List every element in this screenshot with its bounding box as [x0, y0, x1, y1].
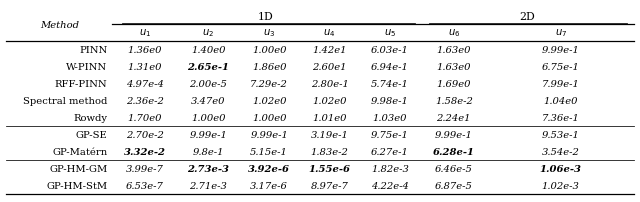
Text: 7.99e-1: 7.99e-1 — [541, 80, 580, 89]
Text: $u_5$: $u_5$ — [384, 27, 396, 39]
Text: 4.97e-4: 4.97e-4 — [126, 80, 164, 89]
Text: 6.46e-5: 6.46e-5 — [435, 164, 473, 173]
Text: 2D: 2D — [519, 12, 534, 21]
Text: 8.97e-7: 8.97e-7 — [310, 181, 349, 190]
Text: GP-SE: GP-SE — [76, 130, 108, 139]
Text: GP-Matérn: GP-Matérn — [52, 147, 108, 156]
Text: RFF-PINN: RFF-PINN — [55, 80, 108, 89]
Text: 1.86e0: 1.86e0 — [252, 63, 286, 72]
Text: 4.22e-4: 4.22e-4 — [371, 181, 409, 190]
Text: 9.8e-1: 9.8e-1 — [193, 147, 224, 156]
Text: 1.00e0: 1.00e0 — [252, 113, 286, 122]
Text: 1.36e0: 1.36e0 — [128, 46, 162, 55]
Text: 9.99e-1: 9.99e-1 — [541, 46, 580, 55]
Text: 9.99e-1: 9.99e-1 — [189, 130, 227, 139]
Text: 1.04e0: 1.04e0 — [543, 97, 578, 105]
Text: 9.75e-1: 9.75e-1 — [371, 130, 409, 139]
Text: Method: Method — [40, 20, 79, 29]
Text: 1.70e0: 1.70e0 — [128, 113, 162, 122]
Text: $u_7$: $u_7$ — [554, 27, 567, 39]
Text: $u_4$: $u_4$ — [323, 27, 336, 39]
Text: 3.99e-7: 3.99e-7 — [126, 164, 164, 173]
Text: 3.92e-6: 3.92e-6 — [248, 164, 290, 173]
Text: 1.02e-3: 1.02e-3 — [541, 181, 580, 190]
Text: $u_3$: $u_3$ — [263, 27, 275, 39]
Text: 2.70e-2: 2.70e-2 — [126, 130, 164, 139]
Text: $u_6$: $u_6$ — [447, 27, 460, 39]
Text: 1.55e-6: 1.55e-6 — [308, 164, 351, 173]
Text: 9.99e-1: 9.99e-1 — [435, 130, 473, 139]
Text: 3.19e-1: 3.19e-1 — [310, 130, 349, 139]
Text: 1.06e-3: 1.06e-3 — [540, 164, 582, 173]
Text: 6.87e-5: 6.87e-5 — [435, 181, 473, 190]
Text: 1.31e0: 1.31e0 — [128, 63, 162, 72]
Text: 1.69e0: 1.69e0 — [436, 80, 471, 89]
Text: 1.40e0: 1.40e0 — [191, 46, 225, 55]
Text: 2.24e1: 2.24e1 — [436, 113, 471, 122]
Text: 1.63e0: 1.63e0 — [436, 63, 471, 72]
Text: 1.63e0: 1.63e0 — [436, 46, 471, 55]
Text: GP-HM-GM: GP-HM-GM — [49, 164, 108, 173]
Text: 1.58e-2: 1.58e-2 — [435, 97, 473, 105]
Text: Rowdy: Rowdy — [74, 113, 108, 122]
Text: 5.15e-1: 5.15e-1 — [250, 147, 288, 156]
Text: 1.00e0: 1.00e0 — [252, 46, 286, 55]
Text: 3.17e-6: 3.17e-6 — [250, 181, 288, 190]
Text: 3.54e-2: 3.54e-2 — [541, 147, 580, 156]
Text: 3.32e-2: 3.32e-2 — [124, 147, 166, 156]
Text: $u_2$: $u_2$ — [202, 27, 214, 39]
Text: 5.74e-1: 5.74e-1 — [371, 80, 409, 89]
Text: 9.98e-1: 9.98e-1 — [371, 97, 409, 105]
Text: 2.36e-2: 2.36e-2 — [126, 97, 164, 105]
Text: 2.73e-3: 2.73e-3 — [188, 164, 229, 173]
Text: 2.60e1: 2.60e1 — [312, 63, 347, 72]
Text: 6.03e-1: 6.03e-1 — [371, 46, 409, 55]
Text: 2.65e-1: 2.65e-1 — [188, 63, 229, 72]
Text: $u_1$: $u_1$ — [139, 27, 151, 39]
Text: 3.47e0: 3.47e0 — [191, 97, 225, 105]
Text: 1.03e0: 1.03e0 — [372, 113, 407, 122]
Text: W-PINN: W-PINN — [67, 63, 108, 72]
Text: 6.27e-1: 6.27e-1 — [371, 147, 409, 156]
Text: 7.29e-2: 7.29e-2 — [250, 80, 288, 89]
Text: 9.53e-1: 9.53e-1 — [541, 130, 580, 139]
Text: 1.82e-3: 1.82e-3 — [371, 164, 409, 173]
Text: 1.02e0: 1.02e0 — [252, 97, 286, 105]
Text: 1.01e0: 1.01e0 — [312, 113, 347, 122]
Text: 2.71e-3: 2.71e-3 — [189, 181, 227, 190]
Text: Spectral method: Spectral method — [23, 97, 108, 105]
Text: 6.75e-1: 6.75e-1 — [541, 63, 580, 72]
Text: 1.02e0: 1.02e0 — [312, 97, 347, 105]
Text: 2.00e-5: 2.00e-5 — [189, 80, 227, 89]
Text: 9.99e-1: 9.99e-1 — [250, 130, 288, 139]
Text: 7.36e-1: 7.36e-1 — [541, 113, 580, 122]
Text: 6.94e-1: 6.94e-1 — [371, 63, 409, 72]
Text: 6.28e-1: 6.28e-1 — [433, 147, 475, 156]
Text: 1.00e0: 1.00e0 — [191, 113, 225, 122]
Text: 6.53e-7: 6.53e-7 — [126, 181, 164, 190]
Text: GP-HM-StM: GP-HM-StM — [46, 181, 108, 190]
Text: 1D: 1D — [258, 12, 274, 21]
Text: 1.83e-2: 1.83e-2 — [310, 147, 349, 156]
Text: PINN: PINN — [79, 46, 108, 55]
Text: 1.42e1: 1.42e1 — [312, 46, 347, 55]
Text: 2.80e-1: 2.80e-1 — [310, 80, 349, 89]
